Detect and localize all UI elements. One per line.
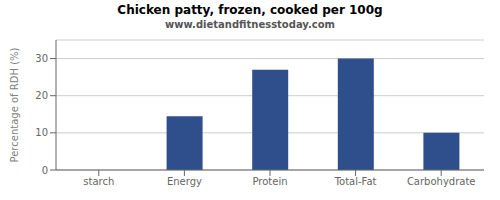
html-text:www.dietandfitnesstoday.com: www.dietandfitnesstoday.com [165,19,335,30]
svg-text:Carbohydrate: Carbohydrate [407,176,476,187]
svg-text:Percentage of RDH (%): Percentage of RDH (%) [9,47,20,162]
svg-text:Total-Fat: Total-Fat [334,176,377,187]
svg-text:Energy: Energy [167,176,202,187]
svg-text:10: 10 [35,127,48,138]
svg-text:20: 20 [35,90,48,101]
svg-text:0: 0 [42,165,48,176]
svg-text:30: 30 [35,53,48,64]
svg-text:Protein: Protein [252,176,287,187]
html-text:Chicken patty, frozen, cooked: Chicken patty, frozen, cooked per 100g [117,3,383,17]
svg-text:starch: starch [83,176,114,187]
